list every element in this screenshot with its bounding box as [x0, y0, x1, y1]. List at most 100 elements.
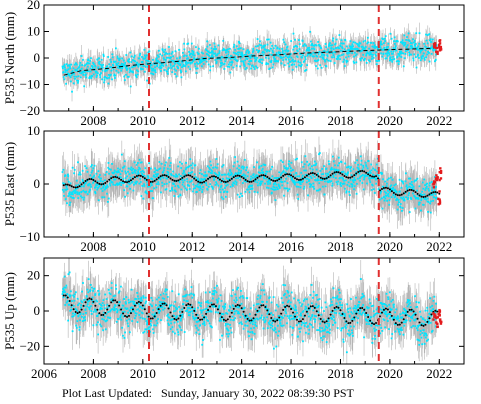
daily-point: [128, 173, 131, 176]
daily-point: [136, 64, 139, 66]
daily-point: [215, 181, 218, 184]
daily-point: [215, 182, 218, 185]
daily-point: [111, 78, 113, 81]
daily-point: [290, 170, 293, 172]
daily-point: [108, 63, 111, 66]
daily-point: [174, 50, 177, 53]
daily-point: [233, 43, 236, 46]
daily-point: [359, 155, 362, 158]
daily-point: [145, 59, 148, 62]
daily-point: [96, 183, 99, 186]
daily-point: [287, 167, 290, 170]
daily-point: [289, 60, 292, 63]
daily-point: [184, 187, 187, 190]
daily-point: [68, 192, 70, 195]
daily-point: [259, 40, 261, 43]
daily-point: [76, 67, 79, 70]
daily-point: [221, 62, 223, 64]
daily-point: [353, 55, 355, 58]
daily-point: [412, 41, 415, 44]
daily-point: [110, 66, 113, 69]
daily-point: [318, 152, 321, 154]
daily-point: [151, 178, 154, 181]
daily-point: [339, 58, 341, 61]
daily-point: [126, 185, 129, 188]
daily-point: [250, 53, 253, 56]
daily-point: [221, 188, 224, 191]
daily-point: [191, 53, 194, 56]
daily-point: [370, 189, 373, 191]
daily-point: [69, 67, 72, 70]
x-tick-label: 2010: [130, 113, 156, 128]
daily-point: [207, 54, 209, 56]
daily-point: [132, 176, 135, 178]
daily-point: [74, 191, 77, 193]
daily-point: [169, 168, 172, 171]
daily-point: [254, 176, 256, 178]
daily-point: [168, 181, 171, 184]
daily-point: [111, 162, 113, 165]
daily-point: [223, 62, 226, 65]
daily-point: [310, 40, 312, 43]
daily-point: [400, 56, 403, 58]
daily-point: [177, 62, 180, 65]
daily-point: [117, 65, 120, 67]
daily-point: [309, 175, 312, 178]
daily-point: [404, 43, 406, 46]
daily-point: [301, 181, 303, 183]
daily-point: [177, 165, 180, 168]
daily-point: [434, 58, 437, 61]
daily-point: [94, 191, 97, 193]
daily-point: [183, 179, 186, 182]
daily-point: [386, 52, 389, 55]
daily-point: [282, 38, 285, 41]
daily-point: [68, 73, 70, 76]
daily-point: [269, 177, 272, 180]
daily-point: [229, 185, 232, 188]
daily-point: [163, 53, 166, 56]
daily-point: [260, 44, 263, 47]
daily-point: [360, 163, 362, 166]
daily-point: [107, 82, 110, 85]
daily-point: [272, 63, 275, 66]
daily-point: [345, 190, 348, 193]
daily-point: [65, 188, 67, 191]
daily-point: [235, 183, 238, 186]
daily-point: [237, 177, 239, 180]
daily-point: [176, 62, 179, 64]
daily-point: [327, 45, 330, 48]
daily-point: [293, 63, 296, 66]
daily-point: [435, 53, 437, 56]
daily-point: [386, 51, 389, 53]
daily-point: [298, 43, 301, 46]
daily-point: [235, 53, 238, 55]
daily-point: [146, 175, 149, 177]
daily-point: [271, 175, 274, 178]
daily-point: [227, 172, 230, 175]
daily-point: [423, 42, 426, 45]
daily-point: [268, 50, 271, 52]
daily-point: [167, 171, 170, 174]
daily-point: [202, 174, 205, 177]
daily-point: [236, 193, 239, 196]
daily-point: [175, 69, 177, 72]
daily-point: [383, 199, 386, 202]
daily-point: [200, 51, 203, 54]
daily-point: [298, 182, 301, 185]
daily-point: [212, 56, 215, 58]
daily-point: [124, 62, 126, 64]
daily-point: [315, 44, 318, 47]
daily-point: [332, 39, 334, 42]
daily-point: [343, 58, 346, 61]
daily-point: [391, 52, 394, 55]
daily-point: [90, 186, 92, 188]
daily-point: [62, 71, 65, 73]
daily-point: [245, 169, 247, 172]
daily-point: [319, 55, 322, 58]
daily-point: [432, 48, 435, 51]
daily-point: [63, 182, 66, 185]
daily-point: [198, 186, 201, 189]
daily-point: [389, 57, 392, 60]
daily-point: [94, 192, 97, 195]
daily-point: [331, 168, 333, 171]
